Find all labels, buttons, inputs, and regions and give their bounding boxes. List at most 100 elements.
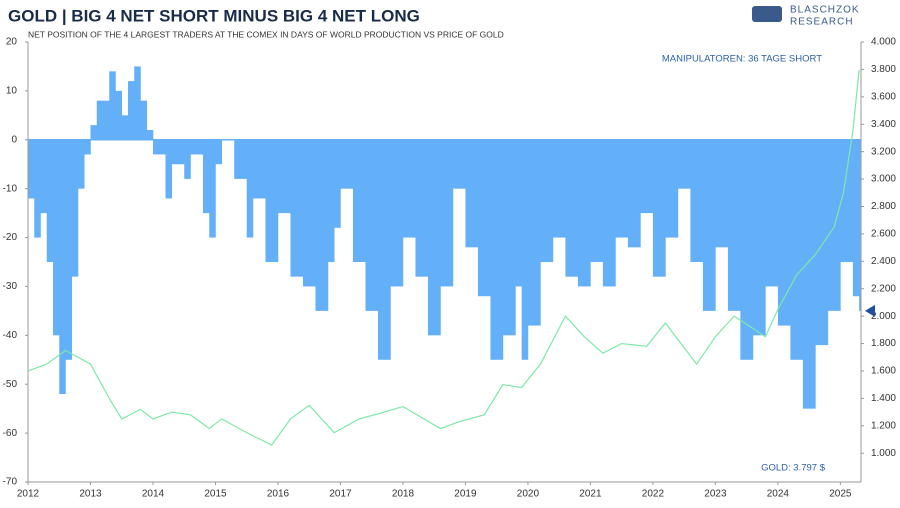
net-position-bar: [652, 139, 666, 277]
net-position-bar: [677, 139, 691, 189]
net-position-bar: [477, 139, 491, 297]
x-tick-label: 2020: [517, 489, 540, 500]
net-position-bar: [59, 139, 66, 394]
y2-tick-label: 1.400: [871, 393, 896, 404]
net-position-bar: [165, 139, 173, 199]
net-position-bar: [390, 139, 404, 287]
annotation: MANIPULATOREN: 36 TAGE SHORT: [662, 54, 822, 65]
net-position-bar: [277, 139, 291, 214]
net-position-bar: [71, 139, 79, 277]
gold-line: [27, 69, 860, 446]
net-position-bar: [340, 139, 354, 189]
logo-text: RESEARCH: [790, 17, 854, 28]
y2-tick-label: 3.000: [871, 174, 896, 185]
net-position-bar: [690, 139, 704, 262]
net-position-bar: [234, 139, 248, 179]
net-position-bar: [121, 115, 129, 140]
y2-tick-label: 2.400: [871, 256, 896, 267]
net-position-bar: [777, 139, 791, 326]
net-position-bar: [627, 139, 641, 248]
x-tick-label: 2013: [79, 489, 102, 500]
y2-tick-label: 3.400: [871, 119, 896, 130]
net-position-bar: [740, 139, 754, 360]
net-position-bar: [790, 139, 804, 360]
net-position-bar: [109, 71, 116, 140]
net-position-bar: [802, 139, 816, 409]
net-position-bar: [152, 139, 166, 155]
net-position-bar: [452, 139, 466, 189]
net-position-bar: [615, 139, 629, 238]
y2-tick-label: 1.000: [871, 448, 896, 459]
x-tick-label: 2023: [704, 489, 727, 500]
net-position-bar: [115, 90, 123, 140]
net-position-bar: [327, 139, 335, 262]
net-position-bar: [134, 66, 141, 140]
y-tick-label: -30: [3, 281, 18, 292]
net-position-bar: [752, 139, 766, 336]
y-tick-label: -50: [3, 379, 18, 390]
net-position-bar: [90, 125, 98, 140]
net-position-bar: [521, 139, 529, 360]
net-position-bar: [402, 139, 416, 238]
net-position-bar: [127, 81, 135, 140]
y2-tick-label: 3.800: [871, 64, 896, 75]
net-position-bar: [815, 139, 829, 346]
net-position-bar: [334, 139, 341, 228]
y2-tick-label: 1.200: [871, 420, 896, 431]
net-position-bar: [77, 139, 85, 189]
net-position-bar: [852, 139, 860, 297]
net-position-bar: [665, 139, 679, 238]
net-position-bar: [84, 139, 91, 155]
net-position-bar: [465, 139, 479, 248]
net-position-bar: [527, 139, 541, 326]
net-position-bar: [540, 139, 554, 262]
net-position-bar: [215, 139, 223, 165]
x-tick-label: 2016: [267, 489, 290, 500]
net-position-bar: [715, 139, 729, 248]
x-tick-label: 2019: [454, 489, 477, 500]
y2-tick-label: 4.000: [871, 37, 896, 48]
net-position-bar: [440, 139, 454, 287]
net-position-bar: [577, 139, 591, 287]
y2-tick-label: 1.800: [871, 338, 896, 349]
net-position-bar: [427, 139, 441, 336]
chart-title: GOLD | BIG 4 NET SHORT MINUS BIG 4 NET L…: [8, 6, 420, 25]
x-tick-label: 2012: [17, 489, 40, 500]
net-position-bar: [727, 139, 741, 311]
net-position-bar: [65, 139, 73, 360]
net-position-bar: [302, 139, 316, 287]
logo-icon: [752, 6, 782, 22]
y2-tick-label: 3.600: [871, 91, 896, 102]
y2-tick-label: 2.800: [871, 201, 896, 212]
x-tick-label: 2015: [204, 489, 227, 500]
annotation: GOLD: 3.797 $: [761, 463, 826, 474]
y-tick-label: 10: [6, 86, 18, 97]
net-position-bar: [552, 139, 566, 238]
net-position-bar: [28, 139, 35, 199]
y-tick-label: -10: [3, 183, 18, 194]
y-tick-label: -40: [3, 330, 18, 341]
net-position-bar: [352, 139, 366, 262]
y-tick-label: -60: [3, 428, 18, 439]
net-position-bar: [365, 139, 379, 311]
net-position-bar: [859, 139, 862, 311]
net-position-bar: [490, 139, 504, 360]
net-position-bar: [209, 139, 216, 238]
logo-text: BLASCHZOK: [790, 5, 860, 16]
y2-tick-label: 2.000: [871, 311, 896, 322]
net-position-bar: [315, 139, 329, 311]
net-position-bar: [840, 139, 854, 262]
x-tick-label: 2022: [642, 489, 665, 500]
net-position-bar: [252, 139, 266, 199]
x-tick-label: 2018: [392, 489, 415, 500]
net-position-bar: [171, 139, 185, 165]
net-position-bar: [202, 139, 210, 214]
x-tick-label: 2014: [142, 489, 165, 500]
net-position-bar: [502, 139, 516, 336]
x-tick-label: 2024: [767, 489, 790, 500]
y-tick-label: 0: [11, 134, 17, 145]
net-position-bar: [765, 139, 779, 287]
plot: [28, 66, 862, 409]
net-position-bar: [377, 139, 391, 360]
